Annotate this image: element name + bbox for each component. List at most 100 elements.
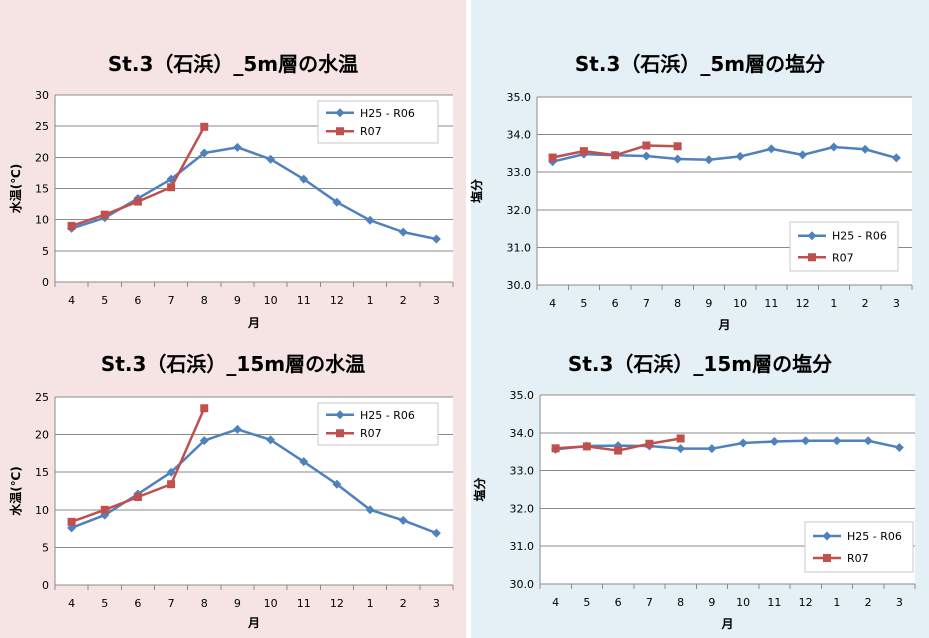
x-tick-label: 9 [708, 596, 715, 609]
x-tick-label: 3 [896, 596, 903, 609]
y-tick-label: 0 [42, 276, 49, 289]
x-tick-label: 7 [646, 596, 653, 609]
x-tick-label: 10 [736, 596, 750, 609]
data-point-0 [766, 144, 776, 154]
data-point-0 [398, 227, 408, 237]
x-tick-label: 2 [862, 297, 869, 310]
legend-label: R07 [832, 251, 854, 264]
legend-box [317, 402, 439, 446]
legend-marker-0 [822, 531, 832, 541]
y-tick-label: 10 [35, 504, 49, 517]
legend-label: H25 - R06 [832, 230, 887, 243]
x-tick-label: 11 [767, 596, 781, 609]
data-point-1 [611, 151, 620, 160]
y-tick-label: 35.0 [507, 91, 532, 104]
x-tick-label: 10 [733, 297, 747, 310]
legend-marker-0 [335, 108, 345, 118]
x-tick-label: 12 [799, 596, 813, 609]
series-line-0 [71, 428, 437, 535]
x-tick-label: 7 [643, 297, 650, 310]
data-point-0 [332, 479, 342, 489]
data-point-0 [199, 148, 209, 158]
y-axis-label: 塩分 [469, 179, 484, 203]
x-axis-label: 月 [247, 316, 260, 330]
y-tick-label: 30.0 [507, 279, 532, 292]
x-tick-label: 6 [134, 294, 141, 307]
data-point-0 [232, 424, 242, 434]
y-tick-label: 0 [42, 579, 49, 592]
y-tick-label: 33.0 [507, 166, 532, 179]
legend-box [317, 100, 439, 144]
data-point-1 [676, 434, 685, 443]
x-tick-label: 11 [764, 297, 778, 310]
data-point-1 [67, 221, 76, 230]
chart-title-5m-salinity: St.3（石浜）_5m層の塩分 [574, 52, 826, 76]
data-point-0 [166, 467, 176, 477]
series-line-0 [555, 439, 900, 451]
data-point-1 [642, 141, 651, 150]
x-axis-label: 月 [720, 617, 733, 631]
y-tick-label: 31.0 [507, 241, 532, 254]
legend-label: R07 [847, 552, 869, 565]
data-point-1 [200, 404, 209, 413]
x-tick-label: 5 [101, 597, 108, 610]
legend-marker-1 [336, 127, 344, 136]
chart-title-15m-temperature: St.3（石浜）_15m層の水温 [100, 352, 366, 376]
y-tick-label: 25 [35, 120, 49, 133]
data-point-0 [431, 528, 441, 538]
x-tick-label: 3 [433, 294, 440, 307]
legend-box [789, 221, 899, 272]
y-tick-label: 20 [35, 429, 49, 442]
y-tick-label: 15 [35, 183, 49, 196]
data-point-1 [673, 142, 682, 151]
chart-5m-salinity: 30.031.032.033.034.035.04 5 6 7 8 9 10 11 12 1 2 3月… [469, 91, 913, 332]
x-tick-label: 4 [549, 297, 556, 310]
x-tick-label: 1 [830, 297, 837, 310]
data-point-0 [365, 215, 375, 225]
data-point-0 [641, 151, 651, 161]
y-tick-label: 20 [35, 151, 49, 164]
data-point-0 [299, 457, 309, 467]
legend-marker-0 [807, 231, 817, 241]
y-tick-label: 5 [42, 541, 49, 554]
data-point-1 [133, 197, 142, 206]
data-point-1 [645, 439, 654, 448]
x-tick-label: 11 [297, 597, 311, 610]
legend-label: H25 - R06 [360, 107, 415, 120]
data-point-1 [551, 444, 560, 453]
legend-box [804, 521, 914, 573]
x-tick-label: 8 [674, 297, 681, 310]
y-axis-label: 塩分 [472, 477, 487, 501]
x-tick-label: 12 [330, 597, 344, 610]
data-point-0 [863, 436, 873, 446]
legend-marker-1 [808, 253, 816, 262]
y-tick-label: 32.0 [507, 204, 532, 217]
x-tick-label: 4 [68, 597, 75, 610]
data-point-0 [769, 436, 779, 446]
data-point-0 [707, 444, 717, 454]
x-tick-label: 3 [433, 597, 440, 610]
x-tick-label: 8 [201, 294, 208, 307]
data-point-0 [676, 444, 686, 454]
data-point-1 [548, 153, 557, 162]
x-tick-label: 4 [68, 294, 75, 307]
chart-title-15m-salinity: St.3（石浜）_15m層の塩分 [567, 352, 833, 376]
x-tick-label: 9 [234, 597, 241, 610]
x-tick-label: 1 [367, 294, 374, 307]
x-tick-label: 12 [796, 297, 810, 310]
x-tick-label: 4 [552, 596, 559, 609]
data-point-1 [582, 442, 591, 451]
x-tick-label: 6 [134, 597, 141, 610]
y-tick-label: 30.0 [510, 578, 535, 591]
data-point-0 [832, 436, 842, 446]
data-point-1 [67, 517, 76, 526]
data-point-1 [100, 505, 109, 514]
data-point-0 [829, 142, 839, 152]
x-tick-label: 1 [833, 596, 840, 609]
legend-label: H25 - R06 [360, 409, 415, 422]
x-tick-label: 7 [168, 597, 175, 610]
y-tick-label: 34.0 [510, 427, 535, 440]
y-tick-label: 34.0 [507, 129, 532, 142]
legend-label: R07 [360, 125, 382, 138]
